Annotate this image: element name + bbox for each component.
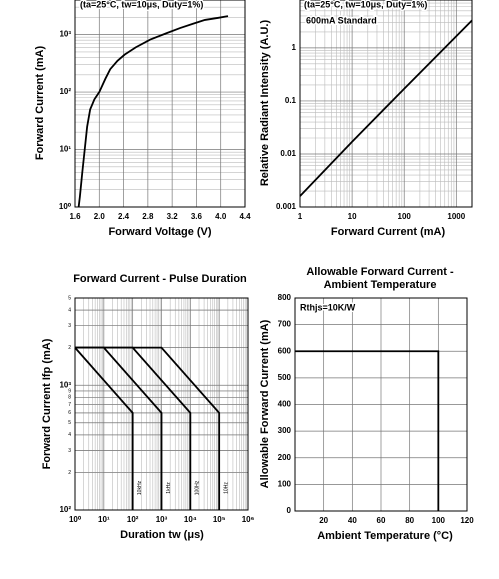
x-tick-label: 1000	[447, 212, 465, 221]
x-tick-label: 4.4	[239, 212, 251, 221]
y-tick-label: 0.001	[276, 202, 297, 211]
x-tick-label: 10	[348, 212, 357, 221]
x-tick-label: 60	[377, 516, 386, 525]
x-tick-label: 10²	[127, 515, 139, 524]
x-tick-label: 1.6	[69, 212, 81, 221]
x-axis-label: Duration tw (μs)	[120, 529, 204, 541]
x-tick-label: 10⁵	[213, 515, 226, 524]
x-tick-label: 10⁴	[184, 515, 197, 524]
y-axis-label: Forward Current Ifp (mA)	[41, 338, 53, 469]
x-tick-label: 2.4	[118, 212, 130, 221]
y-tick-label: 0.01	[280, 149, 296, 158]
y-tick-label: 200	[278, 453, 292, 462]
y-axis-label: Relative Radiant Intensity (A.U.)	[259, 20, 271, 187]
y-tick-label: 10²	[59, 505, 71, 514]
y-tick-label: 3	[68, 323, 71, 329]
y-axis-label: Allowable Forward Current (mA)	[259, 319, 271, 488]
x-tick-label: 4.0	[215, 212, 227, 221]
series-label: 10kHz	[137, 480, 143, 495]
y-tick-label: 7	[68, 402, 71, 408]
x-tick-label: 2.0	[94, 212, 106, 221]
x-axis-label: Ambient Temperature (°C)	[317, 530, 453, 542]
annotation: (ta=25°C, tw=10μs, Duty=1%)	[304, 0, 427, 9]
y-tick-label: 4	[68, 432, 71, 438]
x-tick-label: 120	[460, 516, 474, 525]
x-tick-label: 10⁶	[242, 515, 255, 524]
y-tick-label: 10³	[59, 30, 71, 39]
y-tick-label: 600	[278, 346, 292, 355]
y-tick-label: 10⁰	[59, 202, 72, 211]
data-line	[75, 346, 221, 510]
y-tick-label: 0.1	[285, 96, 297, 105]
y-tick-label: 300	[278, 426, 292, 435]
y-tick-label: 5	[68, 420, 71, 426]
y-tick-label: 4	[68, 307, 71, 313]
y-tick-label: 0	[287, 506, 292, 515]
x-tick-label: 100	[398, 212, 412, 221]
y-tick-label: 1	[292, 43, 297, 52]
x-tick-label: 3.6	[191, 212, 203, 221]
data-line	[77, 15, 229, 208]
y-tick-label: 100	[278, 479, 292, 488]
plot-frame	[74, 0, 246, 208]
y-tick-label: 500	[278, 373, 292, 382]
y-tick-label: 10²	[59, 87, 71, 96]
x-tick-label: 40	[348, 516, 357, 525]
series-label: 100Hz	[195, 480, 201, 495]
annotation: 600mA Standard	[306, 15, 377, 25]
y-tick-label: 700	[278, 320, 292, 329]
y-tick-label: 800	[278, 293, 292, 302]
x-tick-label: 20	[319, 516, 328, 525]
data-line	[295, 350, 440, 511]
x-axis-label: Forward Voltage (V)	[108, 226, 211, 238]
annotation: Rthjs=10K/W	[300, 302, 356, 312]
x-tick-label: 3.2	[167, 212, 179, 221]
y-tick-label: 3	[68, 448, 71, 454]
plot-frame	[294, 297, 468, 512]
y-tick-label: 2	[68, 345, 71, 351]
y-tick-label: 8	[68, 395, 71, 401]
y-tick-label: 400	[278, 400, 292, 409]
y-tick-label: 2	[68, 470, 71, 476]
data-line	[299, 19, 473, 197]
series-label: 1kHz	[166, 482, 172, 494]
x-tick-label: 10⁰	[69, 515, 82, 524]
y-tick-label: 5	[68, 295, 71, 301]
x-tick-label: 2.8	[142, 212, 154, 221]
x-tick-label: 80	[405, 516, 414, 525]
plot-frame	[299, 0, 473, 208]
y-tick-label: 10¹	[59, 145, 71, 154]
y-tick-label: 9	[68, 388, 71, 394]
series-label: 10Hz	[223, 482, 229, 494]
chart-title: Forward Current - Pulse Duration	[73, 273, 247, 285]
x-tick-label: 10³	[156, 515, 168, 524]
annotation: (ta=25°C, tw=10μs, Duty=1%)	[80, 0, 203, 9]
y-tick-label: 10³	[59, 380, 71, 389]
data-line	[75, 346, 163, 510]
chart-title: Ambient Temperature	[324, 279, 437, 291]
y-tick-label: 6	[68, 410, 71, 416]
chart-title: Allowable Forward Current -	[306, 266, 454, 278]
x-tick-label: 10¹	[98, 515, 110, 524]
x-axis-label: Forward Current (mA)	[331, 226, 446, 238]
y-axis-label: Forward Current (mA)	[34, 46, 46, 161]
x-tick-label: 1	[298, 212, 303, 221]
data-line	[74, 347, 134, 510]
x-tick-label: 100	[432, 516, 446, 525]
